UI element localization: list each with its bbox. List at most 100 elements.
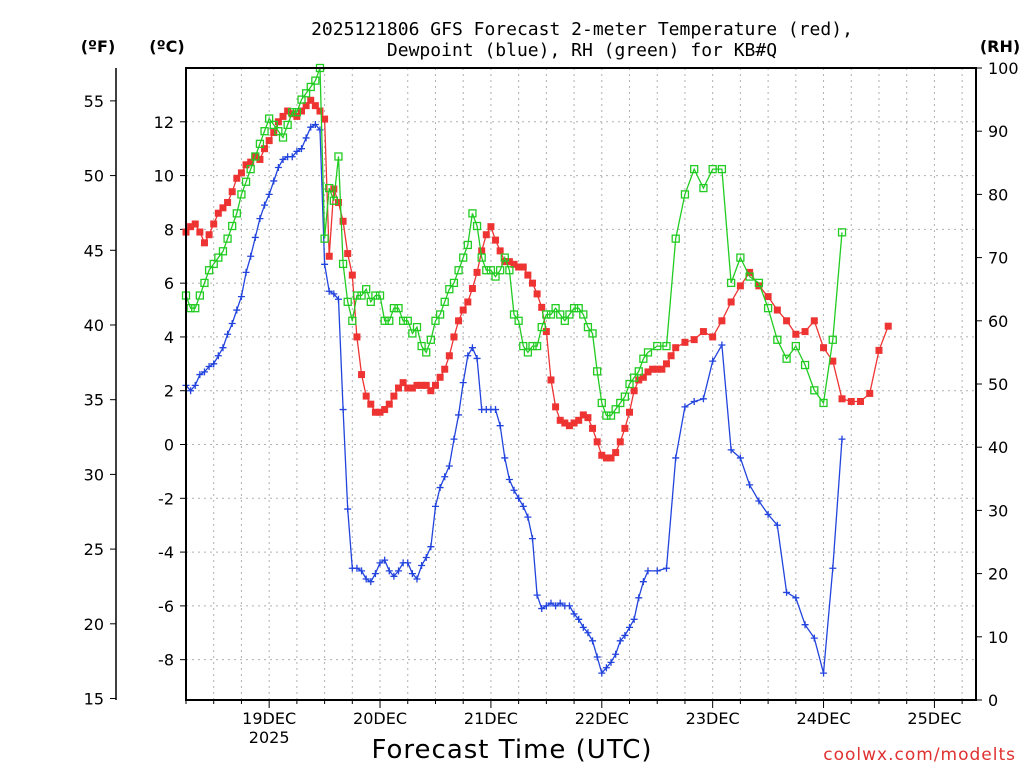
- 2-meter-temperature-point: [404, 384, 412, 392]
- rh-point: [445, 285, 454, 294]
- fahrenheit-tick-label: 45: [84, 241, 104, 260]
- 2-meter-temperature-point: [635, 376, 643, 384]
- rh-point: [606, 411, 616, 420]
- dewpoint-point: [390, 572, 398, 580]
- dewpoint-point: [302, 134, 310, 142]
- rh-point: [348, 316, 357, 325]
- dewpoint-point: [325, 287, 333, 295]
- rh-point: [408, 329, 417, 338]
- dewpoint-point: [593, 653, 601, 661]
- 2-meter-temperature-point: [450, 333, 458, 341]
- dewpoint-point: [570, 610, 578, 618]
- fahrenheit-tick-label: 35: [84, 391, 104, 410]
- 2-meter-temperature-point: [390, 392, 398, 400]
- rh-point: [579, 310, 588, 319]
- dewpoint-point: [427, 543, 435, 551]
- rh-point: [611, 405, 620, 414]
- 2-meter-temperature-point: [187, 223, 195, 231]
- dewpoint-point: [210, 360, 218, 368]
- dewpoint-point: [413, 575, 421, 583]
- rh-point: [200, 278, 209, 288]
- 2-meter-temperature-point: [857, 397, 865, 405]
- grid-lines: [185, 68, 976, 700]
- 2-meter-temperature-point: [510, 260, 518, 268]
- rh-point: [546, 310, 556, 319]
- dewpoint-point: [344, 505, 352, 513]
- rh-point: [537, 322, 546, 332]
- rh-point: [191, 304, 200, 313]
- celsius-tick-label: 2: [164, 382, 174, 401]
- fahrenheit-tick-label: 20: [84, 615, 104, 634]
- dewpoint-point: [510, 486, 518, 494]
- x-tick-label: 22DEC: [575, 709, 629, 728]
- 2-meter-temperature-point: [538, 303, 546, 311]
- dewpoint-point: [214, 352, 222, 360]
- credit-text: coolwx.com/modelts: [823, 745, 1016, 765]
- 2-meter-temperature-point: [445, 352, 453, 360]
- rh-point: [357, 291, 366, 300]
- dewpoint-point: [353, 564, 361, 572]
- rh-point: [528, 341, 537, 351]
- rh-tick-label: 60: [988, 312, 1008, 331]
- 2-meter-temperature-point: [274, 118, 282, 126]
- rh-point: [662, 341, 671, 351]
- 2-meter-temperature-point: [307, 96, 315, 104]
- dewpoint-point: [187, 387, 195, 395]
- rh-point: [251, 152, 260, 161]
- 2-meter-temperature-point: [316, 107, 324, 115]
- rh-point: [375, 291, 385, 300]
- 2-meter-temperature-point: [200, 239, 208, 247]
- rh-point: [583, 322, 593, 332]
- rh-point: [472, 221, 482, 231]
- 2-meter-temperature-point: [547, 376, 555, 384]
- 2-meter-temperature-point: [653, 365, 661, 373]
- dewpoint-point: [321, 260, 329, 268]
- rh-point: [736, 253, 745, 262]
- rh-point: [292, 108, 302, 117]
- 2-meter-temperature-point: [441, 365, 449, 373]
- rh-point: [394, 304, 403, 313]
- 2-meter-temperature-point: [436, 373, 444, 381]
- 2-meter-temperature-point: [214, 209, 222, 217]
- rh-point: [232, 209, 241, 218]
- 2-meter-temperature-point: [302, 102, 310, 110]
- 2-meter-temperature-point: [630, 387, 638, 395]
- rh-point: [422, 348, 431, 357]
- 2-meter-temperature-point: [247, 158, 255, 166]
- dewpoint-point: [307, 123, 315, 131]
- rh-point: [362, 285, 371, 294]
- 2-meter-temperature-point: [482, 231, 490, 239]
- rh-point: [417, 341, 426, 351]
- rh-point: [569, 304, 579, 313]
- rh-point: [699, 183, 708, 193]
- rh-point: [218, 247, 228, 256]
- 2-meter-temperature-point: [866, 389, 874, 397]
- rh-point: [274, 127, 283, 136]
- rh-point: [449, 278, 459, 288]
- rh-point: [773, 335, 782, 344]
- 2-meter-temperature-point: [353, 333, 361, 341]
- 2-meter-temperature-point: [293, 112, 301, 120]
- 2-meter-temperature-point: [468, 285, 476, 293]
- rh-point: [542, 310, 551, 319]
- dewpoint-point: [501, 454, 509, 462]
- rh-point: [237, 190, 246, 199]
- dewpoint-point: [311, 120, 319, 128]
- 2-meter-temperature-point: [598, 451, 606, 459]
- rh-tick-label: 30: [988, 501, 1008, 520]
- plot-frame: [185, 67, 977, 701]
- dewpoint-point: [672, 454, 680, 462]
- rh-point: [278, 133, 288, 142]
- rh-point: [440, 297, 449, 306]
- 2-meter-temperature-point: [575, 416, 583, 424]
- 2-meter-temperature-point: [265, 137, 273, 145]
- rh-point: [500, 253, 509, 262]
- dewpoint-point: [838, 435, 846, 443]
- rh-point: [810, 386, 819, 395]
- celsius-tick-label: -8: [158, 651, 174, 670]
- rh-point: [214, 253, 223, 262]
- celsius-axis-unit: (ºC): [149, 37, 184, 56]
- dewpoint-point: [515, 494, 523, 502]
- rh-point: [412, 322, 422, 332]
- x-tick-label: 21DEC: [464, 709, 518, 728]
